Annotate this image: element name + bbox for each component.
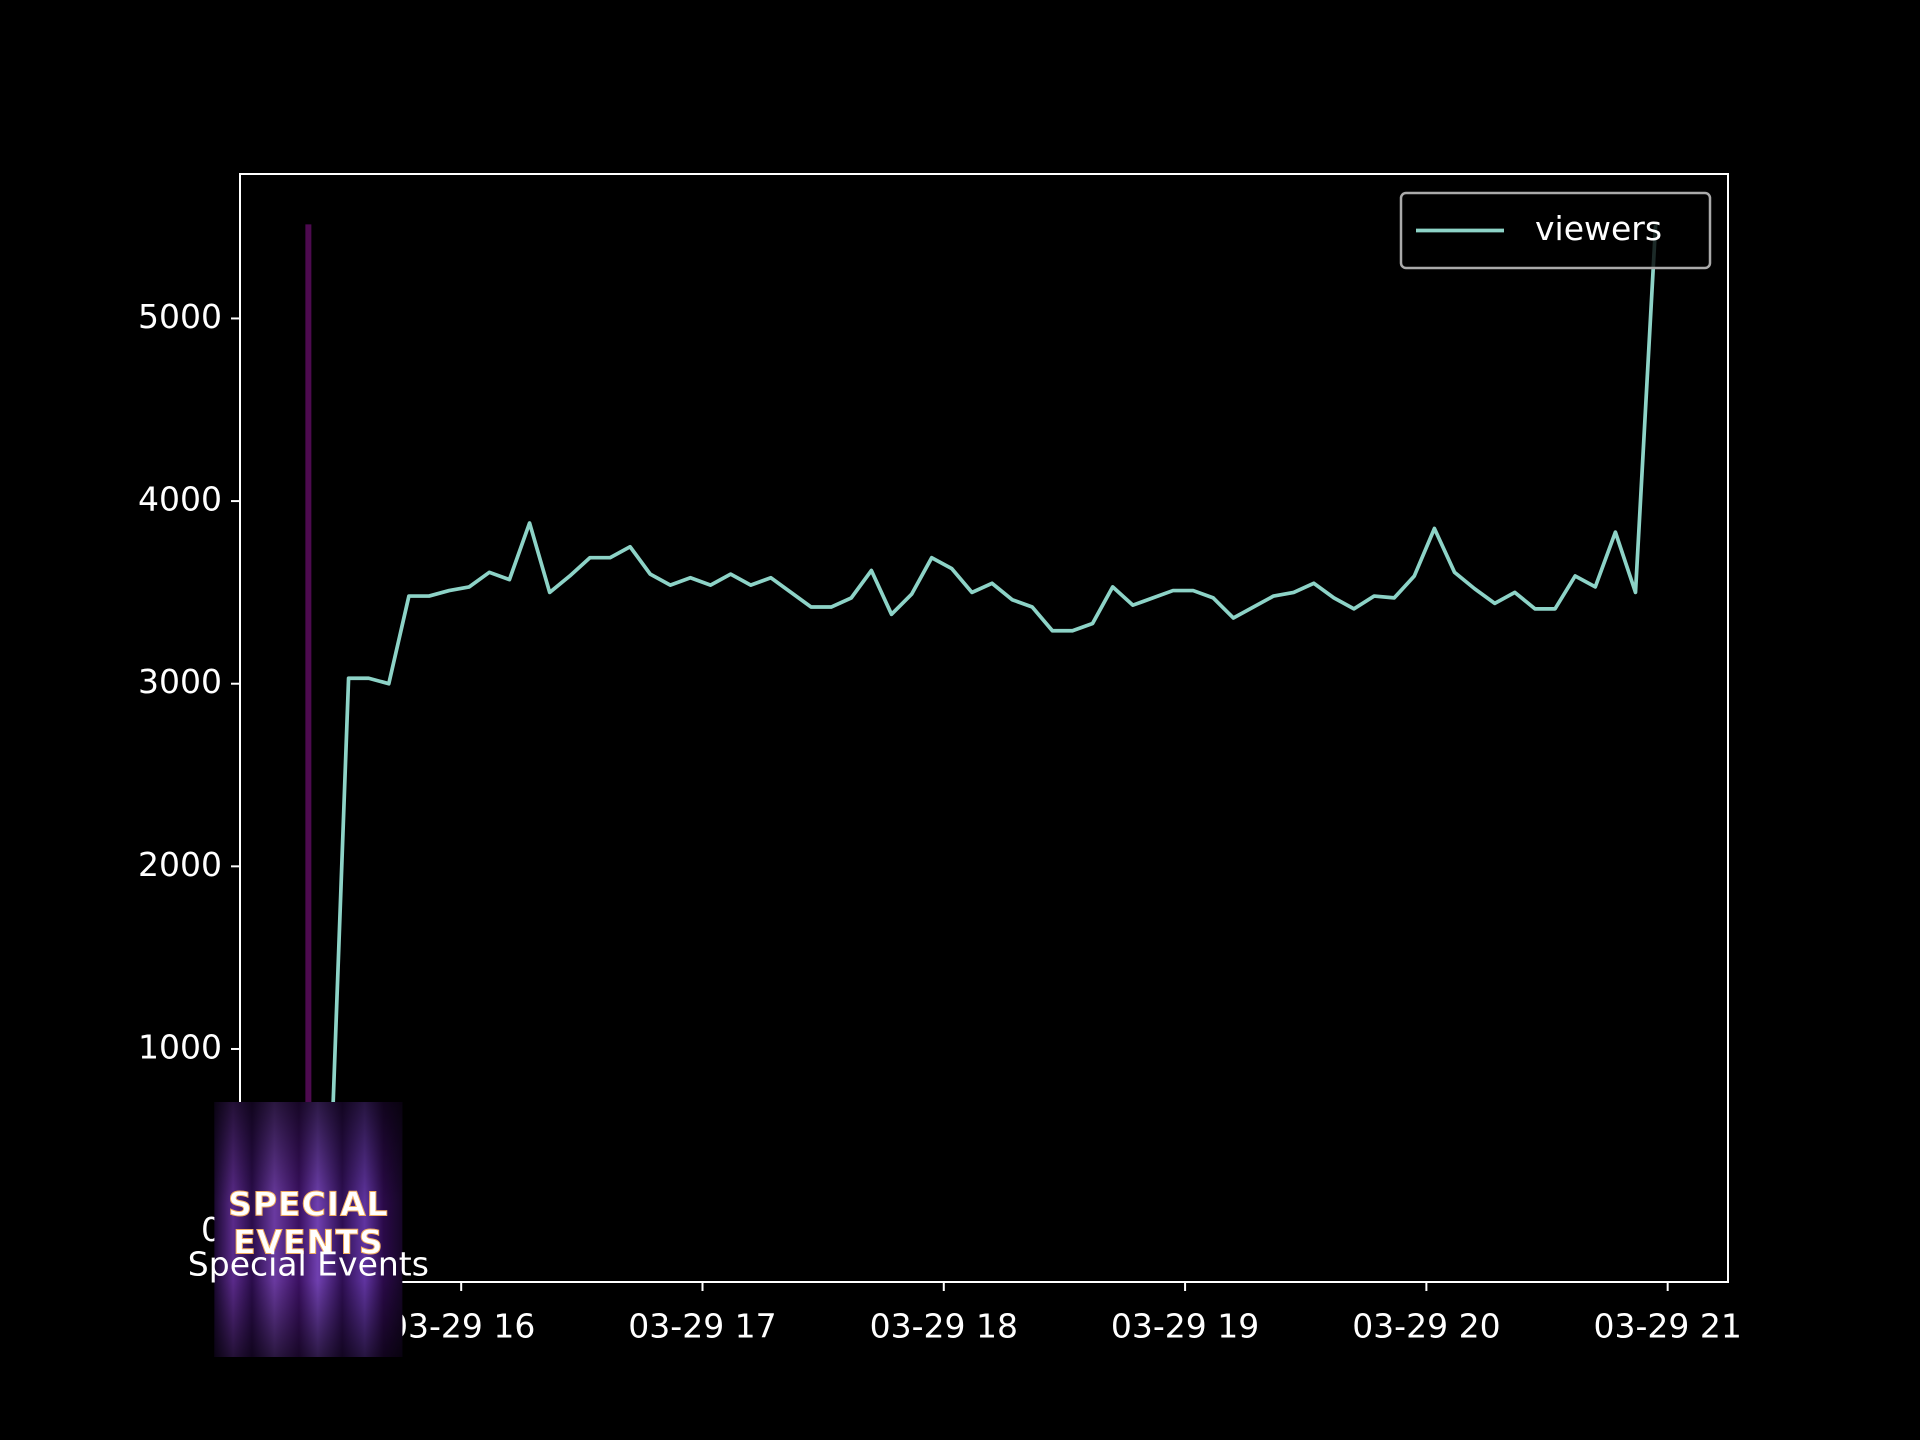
thumbnail-art-text: EVENTS [233,1223,384,1262]
y-tick-label: 4000 [138,480,222,519]
legend-box [1399,191,1712,270]
y-tick-label: 5000 [138,297,222,336]
series-line [308,224,1658,1234]
legend-label: viewers [1535,209,1662,248]
x-tick-label: 03-29 21 [1593,1307,1741,1346]
axes-frame [239,173,1729,1283]
x-tick-label: 03-29 19 [1111,1307,1259,1346]
x-tick-label: 03-29 18 [870,1307,1018,1346]
x-tick-label: 03-29 17 [628,1307,776,1346]
x-tick-label: 03-29 20 [1352,1307,1500,1346]
thumbnail-art-text: SPECIAL [228,1185,389,1224]
thumbnail-label: Special Events [188,1245,429,1284]
x-tick-label: 03-29 16 [387,1307,535,1346]
thumbnail-shade [214,1102,403,1357]
y-tick-label: 2000 [138,845,222,884]
legend: viewers [1399,191,1712,270]
y-tick-label: 3000 [138,662,222,701]
y-tick-label: 1000 [138,1027,222,1066]
